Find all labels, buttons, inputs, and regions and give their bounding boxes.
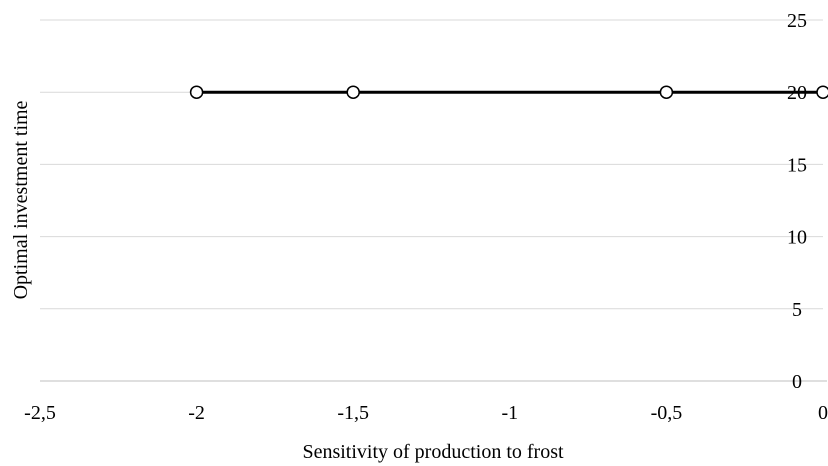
data-point — [816, 85, 828, 99]
x-tick-labels: -2,5 -2 -1,5 -1 -0,5 0 — [24, 402, 828, 424]
y-tick-label: 10 — [787, 227, 807, 249]
x-tick-label: -1 — [501, 402, 518, 424]
y-tick-label: 20 — [787, 82, 807, 104]
y-tick-label: 5 — [792, 299, 802, 321]
y-axis-title: Optimal investment time — [10, 100, 32, 299]
data-point — [189, 85, 204, 99]
x-tick-label: 0 — [818, 402, 828, 424]
y-tick-label: 15 — [787, 154, 807, 176]
x-tick-label: -1,5 — [337, 402, 369, 424]
y-tick-label: 25 — [787, 10, 807, 32]
data-point — [346, 85, 360, 99]
grid-lines — [40, 19, 823, 310]
series-markers — [189, 85, 828, 99]
x-tick-label: -2,5 — [24, 402, 56, 424]
x-tick-label: -0,5 — [651, 402, 683, 424]
x-tick-label: -2 — [188, 402, 205, 424]
y-tick-labels: 0 5 10 15 20 25 — [787, 10, 807, 393]
x-axis-title: Sensitivity of production to frost — [302, 441, 564, 463]
data-point — [659, 85, 674, 99]
y-tick-label: 0 — [792, 371, 802, 393]
